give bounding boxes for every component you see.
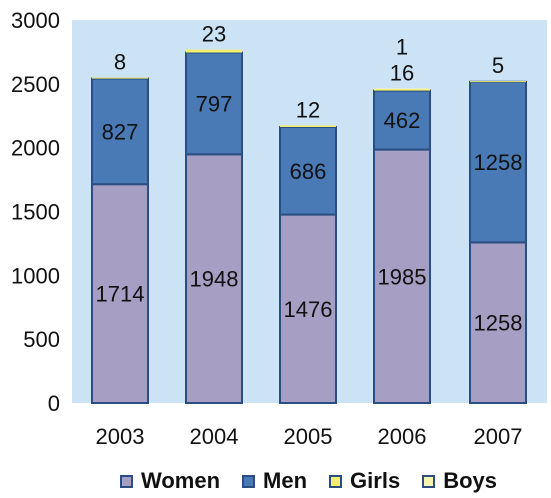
y-tick-label: 3000: [11, 8, 60, 33]
legend-item-boys: Boys: [422, 468, 497, 494]
data-label-women: 1714: [96, 282, 145, 307]
bar-segment-women: [469, 241, 527, 404]
y-tick-label: 0: [48, 391, 60, 416]
data-label-girls: 16: [390, 60, 414, 85]
bar-segment-women: [91, 183, 149, 404]
x-tick-label: 2003: [96, 424, 145, 449]
legend-label: Boys: [443, 468, 497, 493]
data-label-women: 1476: [284, 297, 333, 322]
data-label-girls: 8: [114, 50, 126, 75]
legend-swatch: [242, 474, 256, 488]
bar-segment-girls: [470, 81, 526, 83]
y-tick-label: 500: [23, 327, 60, 352]
data-label-women: 1258: [474, 311, 523, 336]
data-label-men: 797: [196, 91, 233, 116]
data-label-girls: 23: [202, 22, 226, 47]
x-tick-label: 2006: [378, 424, 427, 449]
data-labels: 1714 827 8 1948 797 23 1476 686 12 1985 462 161 1258…: [96, 22, 523, 336]
x-tick-label: 2004: [190, 424, 239, 449]
legend-swatch: [329, 474, 343, 488]
data-label-girls: 5: [492, 53, 504, 78]
bar-segment-girls: [92, 77, 148, 79]
data-label-men: 1258: [474, 150, 523, 175]
legend-item-women: Women: [120, 468, 220, 494]
bar-segment-girls: [280, 125, 336, 127]
y-tick-label: 2500: [11, 72, 60, 97]
data-label-men: 462: [384, 108, 421, 133]
x-tick-label: 2005: [284, 424, 333, 449]
legend-item-men: Men: [242, 468, 307, 494]
bar-segment-girls: [186, 49, 242, 53]
legend-item-girls: Girls: [329, 468, 400, 494]
data-label-women: 1985: [378, 264, 427, 289]
bar-segment-women: [373, 148, 431, 404]
bar-segment-men: [469, 80, 527, 244]
legend-swatch: [120, 474, 133, 488]
bar-segment-girls: [374, 88, 430, 91]
bar-segment-women: [185, 153, 243, 404]
data-label-boys: 1: [396, 34, 408, 59]
x-tick-label: 2007: [474, 424, 523, 449]
legend-swatch: [422, 474, 436, 488]
data-label-men: 827: [102, 119, 139, 144]
bars: [91, 49, 527, 404]
legend-label: Women: [141, 468, 221, 493]
data-label-girls: 12: [296, 97, 320, 122]
x-axis: 2003 2004 2005 2006 2007: [96, 424, 523, 449]
y-tick-label: 1000: [11, 263, 60, 288]
bar-segment-boys: [374, 88, 430, 90]
data-label-men: 686: [290, 159, 327, 184]
bar-segment-men: [373, 89, 431, 151]
legend: Women Men Girls Boys: [120, 468, 519, 494]
y-tick-label: 2000: [11, 136, 60, 161]
y-axis: 0 500 1000 1500 2000 2500 3000: [11, 8, 60, 416]
data-label-women: 1948: [190, 267, 239, 292]
y-tick-label: 1500: [11, 200, 60, 225]
legend-label: Men: [263, 468, 308, 493]
legend-label: Girls: [350, 468, 401, 493]
bar-segment-men: [279, 125, 337, 216]
